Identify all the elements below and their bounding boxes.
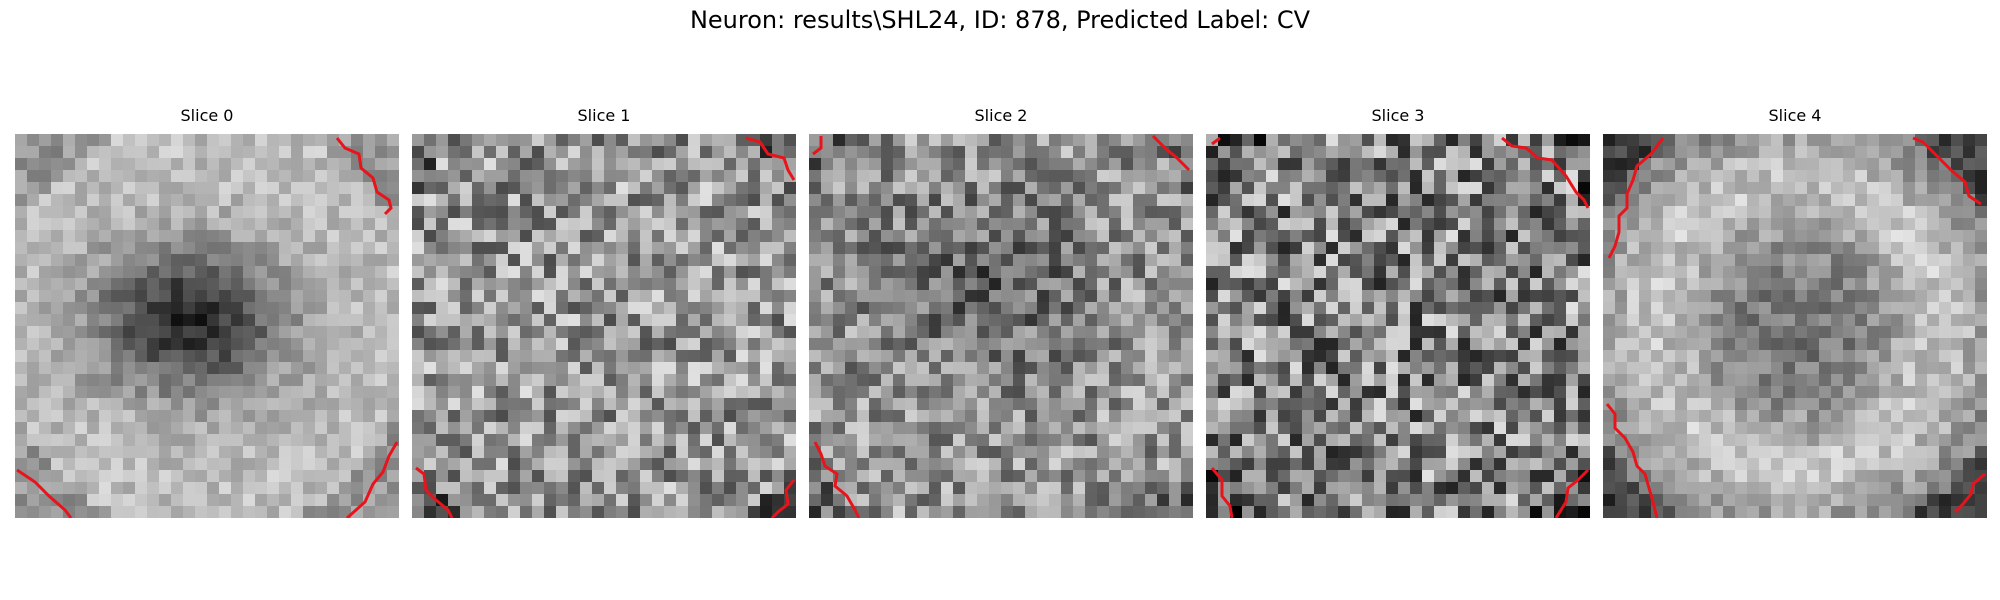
contour-line — [1554, 468, 1590, 518]
slice-title: Slice 3 — [1371, 106, 1425, 125]
slice-image — [809, 134, 1193, 518]
contour-line — [415, 466, 454, 518]
contour-line — [813, 441, 861, 518]
slice-image — [1206, 134, 1590, 518]
slice-title: Slice 1 — [577, 106, 631, 125]
contour-line — [1151, 134, 1191, 172]
slice-image — [15, 134, 399, 518]
slice-title: Slice 0 — [180, 106, 234, 125]
contour-line — [1912, 136, 1982, 206]
contour-line — [1953, 472, 1986, 514]
contour-line — [1211, 136, 1221, 146]
contour-line — [1501, 136, 1590, 209]
slice-title: Slice 2 — [974, 106, 1028, 125]
contour-line — [1607, 137, 1665, 259]
figure-title: Neuron: results\SHL24, ID: 878, Predicte… — [689, 6, 1311, 34]
slice-title: Slice 4 — [1768, 106, 1822, 125]
contour-line — [812, 136, 823, 156]
contour-line — [1210, 467, 1234, 518]
contour-line — [1605, 403, 1659, 518]
contour-line — [745, 136, 796, 181]
slice-image — [412, 134, 796, 518]
contour-line — [346, 441, 399, 518]
contour-line — [770, 479, 796, 518]
contour-line — [335, 137, 393, 216]
contour-line — [16, 468, 73, 518]
slice-image — [1603, 134, 1987, 518]
